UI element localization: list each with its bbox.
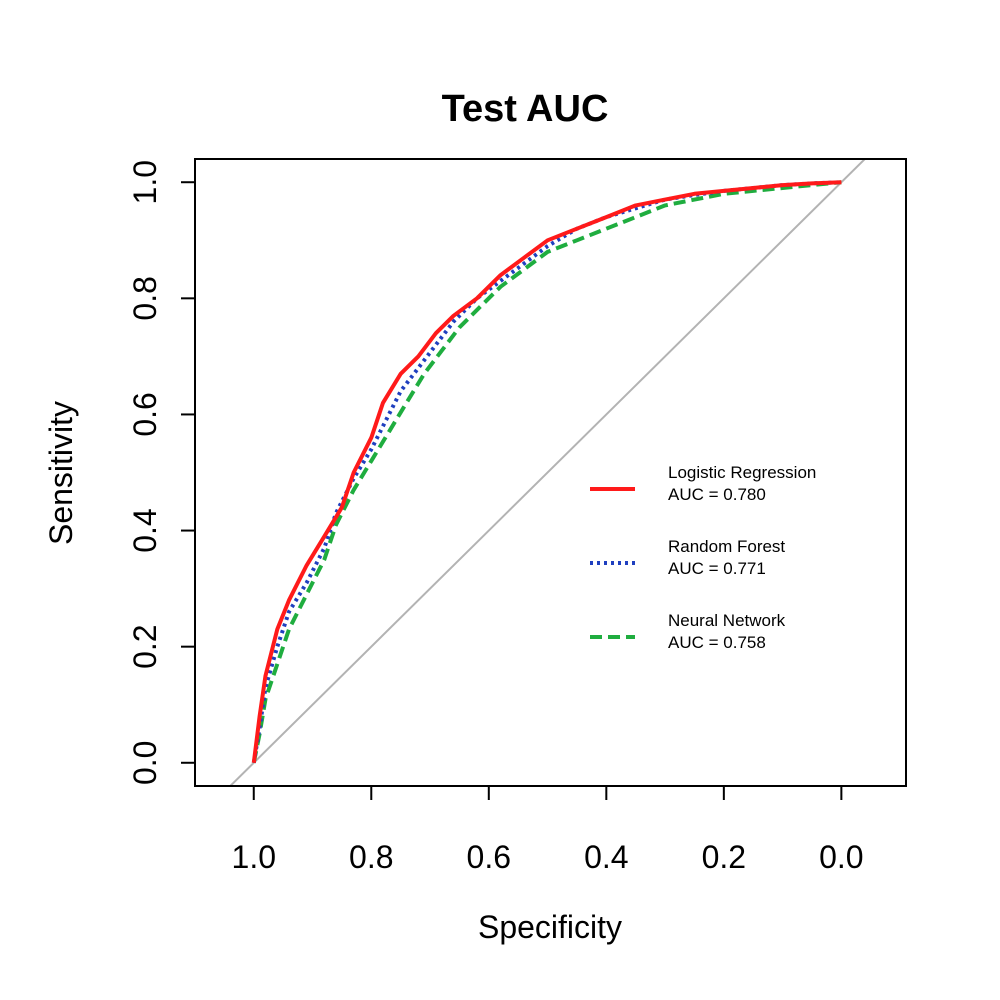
legend-auc-label: AUC = 0.771	[668, 559, 766, 578]
reference-diagonal-line	[228, 159, 867, 786]
y-tick-label: 0.0	[127, 741, 163, 785]
y-tick-label: 0.8	[127, 276, 163, 320]
y-axis-label: Sensitivity	[43, 401, 79, 545]
legend-auc-label: AUC = 0.758	[668, 633, 766, 652]
legend: Logistic Regression AUC = 0.780 Random For…	[590, 463, 816, 652]
x-tick-label: 0.6	[467, 839, 511, 875]
legend-series-name: Neural Network	[668, 611, 786, 630]
chart-title: Test AUC	[442, 88, 609, 130]
x-tick-label: 0.8	[349, 839, 393, 875]
axes: 1.0 0.8 0.6 0.4 0.2 0.0 0.0 0.2 0.4 0.6 0.8 1.0	[127, 160, 863, 875]
x-tick-label: 0.4	[584, 839, 628, 875]
plot-area	[228, 159, 867, 786]
x-tick-label: 1.0	[232, 839, 276, 875]
x-tick-label: 0.2	[702, 839, 746, 875]
x-axis-label: Specificity	[478, 909, 622, 945]
legend-series-name: Logistic Regression	[668, 463, 816, 482]
series-line-logistic-regression	[251, 180, 842, 764]
legend-auc-label: AUC = 0.780	[668, 485, 766, 504]
y-tick-label: 0.2	[127, 624, 163, 668]
y-tick-label: 1.0	[127, 160, 163, 204]
y-tick-label: 0.4	[127, 508, 163, 552]
y-tick-label: 0.6	[127, 392, 163, 436]
x-tick-label: 0.0	[819, 839, 863, 875]
series-line-neural-network	[251, 180, 842, 764]
legend-series-name: Random Forest	[668, 537, 785, 556]
